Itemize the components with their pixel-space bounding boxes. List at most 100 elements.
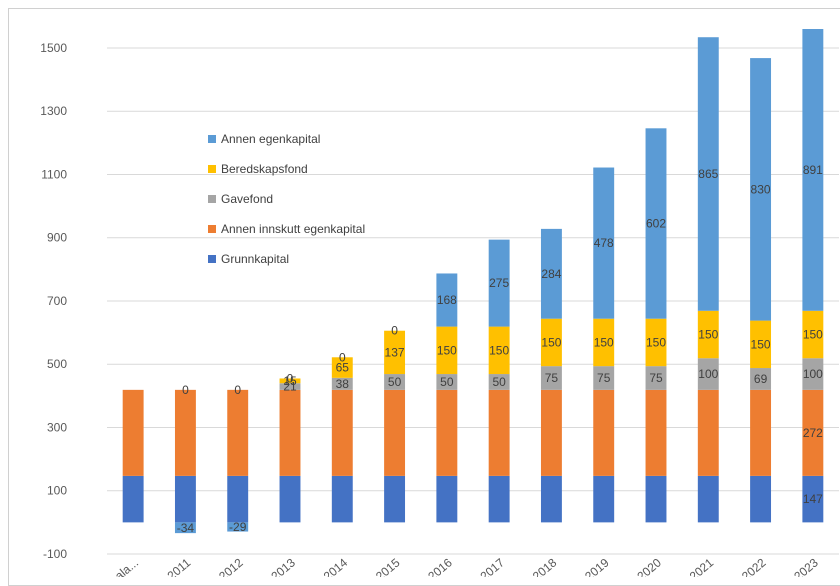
legend-label: Gavefond xyxy=(221,192,273,206)
data-label: -34 xyxy=(177,521,195,535)
legend-item: Grunnkapital xyxy=(208,252,289,266)
x-tick-label: 2013 xyxy=(268,555,298,577)
bar-annen-egenkapital xyxy=(488,239,510,327)
bar-beredskapsfond xyxy=(750,320,772,369)
bar-beredskapsfond xyxy=(645,318,667,367)
bar-annen-egenkapital xyxy=(436,273,458,327)
x-tick-label: 2020 xyxy=(634,555,664,577)
bar-gavefond xyxy=(488,374,510,390)
bar-beredskapsfond xyxy=(436,326,458,375)
data-label: 100 xyxy=(698,367,718,381)
bar-annen-innskutt-egenkapital xyxy=(331,389,353,476)
data-label: 21 xyxy=(283,380,297,394)
x-tick-label: 2023 xyxy=(791,555,821,577)
y-tick-label: 900 xyxy=(47,231,67,245)
data-label: 69 xyxy=(754,372,768,386)
x-tick-label: 2021 xyxy=(687,555,717,577)
data-label: 75 xyxy=(597,371,611,385)
data-label: 478 xyxy=(594,236,614,250)
x-tick-label: 2016 xyxy=(425,555,455,577)
bar-beredskapsfond xyxy=(593,318,615,367)
bar-grunnkapital xyxy=(540,475,562,523)
data-label: -29 xyxy=(229,520,247,534)
bar-grunnkapital xyxy=(122,475,144,523)
bar-annen-innskutt-egenkapital xyxy=(750,389,772,476)
data-label: 38 xyxy=(336,377,350,391)
data-label: 602 xyxy=(646,217,666,231)
y-tick-label: 1100 xyxy=(41,167,67,181)
data-label: 272 xyxy=(803,426,823,440)
legend-label: Grunnkapital xyxy=(221,252,289,266)
data-label: 0 xyxy=(391,324,398,338)
bar-grunnkapital xyxy=(750,475,772,523)
bar-annen-innskutt-egenkapital xyxy=(593,389,615,476)
bar-annen-innskutt-egenkapital xyxy=(436,389,458,476)
x-tick-label: 2011 xyxy=(165,555,194,577)
data-label: 100 xyxy=(803,367,823,381)
legend-swatch xyxy=(208,255,216,263)
x-tick-label: 2015 xyxy=(373,555,403,577)
bar-beredskapsfond xyxy=(488,326,510,375)
bar-grunnkapital xyxy=(384,475,406,523)
bar-grunnkapital xyxy=(331,475,353,523)
legend-item: Gavefond xyxy=(208,192,273,206)
legend-label: Annen egenkapital xyxy=(221,132,320,146)
bar-annen-innskutt-egenkapital xyxy=(174,389,196,476)
bar-gavefond xyxy=(645,366,667,390)
data-label: 0 xyxy=(287,371,294,385)
legend-label: Beredskapsfond xyxy=(221,162,308,176)
data-label: 50 xyxy=(492,375,506,389)
bar-beredskapsfond xyxy=(279,378,301,384)
bar-grunnkapital xyxy=(174,475,196,523)
data-label: 0 xyxy=(339,350,346,364)
bar-beredskapsfond xyxy=(802,310,824,359)
bar-annen-innskutt-egenkapital xyxy=(227,389,249,476)
data-label: 50 xyxy=(440,375,454,389)
data-label: 0 xyxy=(182,383,189,397)
legend-label: Annen innskutt egenkapital xyxy=(221,222,365,236)
bar-gavefond xyxy=(331,377,353,390)
bar-annen-egenkapital xyxy=(750,58,772,321)
legend-swatch xyxy=(208,225,216,233)
bar-grunnkapital xyxy=(488,475,510,523)
x-tick-label: 2014 xyxy=(321,555,351,577)
data-label: 150 xyxy=(594,335,614,349)
bar-annen-innskutt-egenkapital xyxy=(645,389,667,476)
bar-gavefond xyxy=(593,366,615,390)
data-label: 137 xyxy=(385,345,405,359)
x-tick-label: 2018 xyxy=(530,555,560,577)
bar-annen-innskutt-egenkapital xyxy=(697,389,719,476)
bar-annen-egenkapital xyxy=(540,228,562,319)
data-label: 150 xyxy=(541,335,561,349)
data-label: 75 xyxy=(649,371,663,385)
bar-annen-innskutt-egenkapital xyxy=(540,389,562,476)
legend: Annen egenkapital Beredskapsfond Gavefond A… xyxy=(208,132,365,266)
bar-grunnkapital xyxy=(436,475,458,523)
data-label: 150 xyxy=(646,335,666,349)
bar-grunnkapital xyxy=(697,475,719,523)
data-label: 168 xyxy=(437,293,457,307)
bar-annen-egenkapital xyxy=(697,37,719,311)
data-label: 150 xyxy=(437,343,457,357)
bar-beredskapsfond xyxy=(331,357,353,378)
data-label: 147 xyxy=(803,492,823,506)
data-label: 75 xyxy=(545,371,559,385)
bar-gavefond xyxy=(697,358,719,390)
data-label: 275 xyxy=(489,276,509,290)
bar-annen-innskutt-egenkapital xyxy=(802,389,824,476)
legend-item: Annen egenkapital xyxy=(208,132,320,146)
bar-annen-egenkapital xyxy=(645,128,667,319)
stacked-bar-chart: -1001003005007009001100130015000-340-292… xyxy=(40,29,839,577)
bar-gavefond xyxy=(750,368,772,390)
data-label: 284 xyxy=(541,267,561,281)
bar-annen-egenkapital xyxy=(174,522,196,534)
x-tick-label: 2019 xyxy=(582,555,612,577)
x-tick-label: 2017 xyxy=(478,555,508,577)
bar-beredskapsfond xyxy=(384,330,406,375)
bar-gavefond xyxy=(436,374,458,390)
bar-grunnkapital xyxy=(279,475,301,523)
data-label: 865 xyxy=(698,167,718,181)
data-label: 65 xyxy=(336,361,350,375)
legend-swatch xyxy=(208,165,216,173)
legend-swatch xyxy=(208,135,216,143)
